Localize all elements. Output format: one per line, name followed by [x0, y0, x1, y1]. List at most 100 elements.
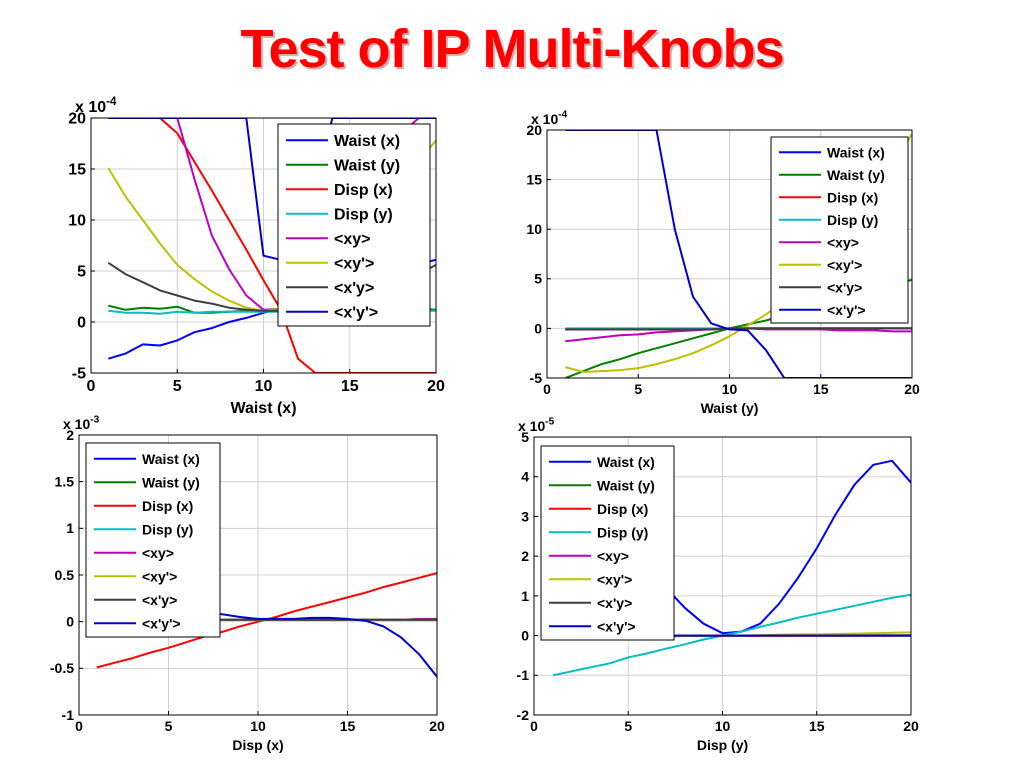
legend-label: <x'y> [142, 592, 177, 608]
series-line-8 [565, 130, 912, 378]
x-axis-label: Disp (y) [697, 737, 748, 753]
y-tick-label: 5 [534, 271, 542, 287]
y-tick-label: 0 [77, 315, 86, 332]
legend-label: <xy> [334, 231, 370, 248]
legend-label: <xy> [827, 234, 859, 250]
legend-label: Disp (y) [827, 212, 878, 228]
x-tick-label: 10 [250, 718, 266, 734]
legend-label: Waist (x) [597, 454, 655, 470]
legend-label: Waist (y) [142, 474, 200, 490]
legend-label: Disp (x) [142, 498, 193, 514]
x-tick-label: 15 [813, 381, 829, 397]
legend-label: <xy'> [142, 568, 177, 584]
legend-label: <x'y> [597, 595, 632, 611]
axis-exponent: -4 [558, 110, 567, 121]
legend-label: <x'y> [334, 280, 374, 297]
legend-label: <x'y'> [597, 618, 636, 634]
y-tick-label: 15 [68, 162, 86, 179]
y-tick-label: -5 [72, 366, 86, 383]
legend: Waist (x) Waist (y) Disp (x) Disp (y) <xy> <x… [770, 136, 909, 324]
axis-exponent: -4 [106, 96, 117, 108]
x-tick-label: 0 [543, 381, 551, 397]
legend-label: Waist (x) [334, 133, 400, 150]
y-tick-label: -0.5 [50, 660, 74, 676]
legend-box [540, 445, 675, 641]
legend-label: Disp (y) [597, 524, 648, 540]
legend-label: Disp (y) [142, 521, 193, 537]
y-tick-label: 10 [526, 221, 542, 237]
legend-label: Waist (x) [142, 451, 200, 467]
legend: Waist (x) Waist (y) Disp (x) Disp (y) <xy> <x… [277, 123, 431, 327]
legend-label: <x'y> [827, 279, 862, 295]
y-tick-label: 1 [521, 588, 529, 604]
legend-box [85, 442, 221, 638]
axis-exponent: -3 [90, 415, 99, 426]
y-tick-label: 0 [521, 627, 529, 643]
legend-label: <xy> [597, 548, 629, 564]
x-tick-label: 15 [341, 378, 359, 395]
x-tick-label: 0 [530, 718, 538, 734]
legend-label: Waist (y) [827, 167, 885, 183]
y-tick-label: 20 [526, 122, 542, 138]
legend-label: <xy'> [597, 571, 632, 587]
y-tick-label: 20 [68, 111, 86, 128]
x-tick-label: 10 [255, 378, 273, 395]
y-tick-label: -5 [530, 370, 543, 386]
y-tick-label: 0 [66, 614, 74, 630]
y-tick-label: 0 [534, 320, 542, 336]
x-axis-label: Waist (y) [701, 400, 759, 416]
legend-label: Disp (x) [827, 189, 878, 205]
legend-label: <x'y'> [142, 615, 181, 631]
series-line-8 [108, 118, 436, 261]
legend: Waist (x) Waist (y) Disp (x) Disp (y) <xy> <x… [540, 445, 675, 641]
x-tick-label: 20 [429, 718, 445, 734]
y-tick-label: -1 [62, 707, 75, 723]
legend-label: Disp (x) [597, 501, 648, 517]
x-tick-label: 5 [634, 381, 642, 397]
x-tick-label: 5 [624, 718, 632, 734]
y-tick-label: -2 [517, 707, 530, 723]
legend-label: Waist (x) [827, 144, 885, 160]
x-tick-label: 15 [809, 718, 825, 734]
x-tick-label: 10 [722, 381, 738, 397]
y-tick-label: 0.5 [55, 567, 75, 583]
legend: Waist (x) Waist (y) Disp (x) Disp (y) <xy> <x… [85, 442, 221, 638]
x-tick-label: 20 [903, 718, 919, 734]
x-tick-label: 0 [75, 718, 83, 734]
x-tick-label: 10 [715, 718, 731, 734]
y-tick-label: 5 [521, 429, 529, 445]
y-tick-label: -1 [517, 667, 530, 683]
x-tick-label: 15 [340, 718, 356, 734]
y-tick-label: 3 [521, 508, 529, 524]
series-line-3 [108, 118, 436, 373]
x-tick-label: 20 [427, 378, 445, 395]
x-tick-label: 20 [904, 381, 920, 397]
legend-label: <x'y'> [334, 305, 378, 322]
x-tick-label: 0 [87, 378, 96, 395]
series-line-7 [565, 327, 912, 331]
legend-box [770, 136, 909, 324]
slide-title: Test of IP Multi-Knobs [240, 19, 785, 79]
legend-label: Waist (y) [334, 158, 400, 175]
y-tick-label: 1 [66, 520, 74, 536]
legend-label: Disp (x) [334, 182, 393, 199]
legend-label: <x'y'> [827, 302, 866, 318]
legend-label: Waist (y) [597, 477, 655, 493]
legend-label: <xy'> [334, 256, 374, 273]
legend-label: Disp (y) [334, 207, 393, 224]
y-tick-label: 2 [66, 427, 74, 443]
x-tick-label: 5 [173, 378, 182, 395]
x-axis-label: Disp (x) [232, 737, 283, 753]
y-tick-label: 15 [526, 172, 542, 188]
axis-multiplier: x 10-5 [518, 417, 555, 434]
y-tick-label: 1.5 [55, 474, 75, 490]
y-tick-label: 10 [68, 213, 86, 230]
legend-box [277, 123, 431, 327]
legend-label: <xy> [142, 545, 174, 561]
y-tick-label: 5 [77, 264, 86, 281]
legend-label: <xy'> [827, 257, 862, 273]
